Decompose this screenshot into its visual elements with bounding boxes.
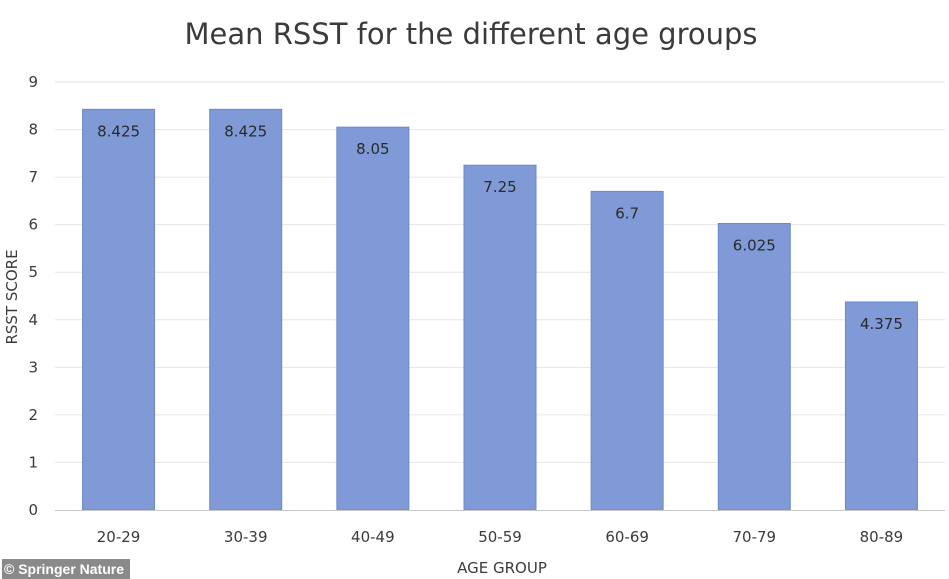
x-tick-label: 70-79: [732, 528, 776, 546]
x-tick-label: 80-89: [860, 528, 904, 546]
y-tick-label: 0: [28, 501, 38, 519]
x-tick-label: 60-69: [605, 528, 649, 546]
chart-title: Mean RSST for the different age groups: [185, 17, 758, 51]
y-tick-label: 1: [28, 453, 38, 471]
bar-value-label: 7.25: [483, 178, 516, 196]
y-tick-label: 5: [28, 263, 38, 281]
bar: [82, 108, 156, 511]
bar-value-label: 4.375: [860, 315, 903, 333]
x-axis-ticks: 20-29 30-39 40-49 50-59 60-69 70-79 80-89: [97, 528, 903, 546]
y-tick-label: 4: [28, 311, 38, 329]
y-tick-label: 8: [28, 121, 38, 139]
x-tick-label: 40-49: [351, 528, 395, 546]
x-tick-label: 50-59: [478, 528, 522, 546]
y-axis-ticks: 0 1 2 3 4 5 6 7 8 9: [28, 73, 38, 519]
bar-value-label: 8.05: [356, 140, 389, 158]
y-tick-label: 6: [28, 216, 38, 234]
bar: [463, 164, 537, 511]
bar-value-label: 8.425: [97, 122, 140, 140]
bar-value-label: 6.025: [733, 236, 776, 254]
bar: [336, 126, 410, 511]
copyright-credit: © Springer Nature: [2, 559, 131, 579]
x-tick-label: 20-29: [97, 528, 141, 546]
y-tick-label: 2: [28, 406, 38, 424]
bar: [209, 108, 283, 511]
bar-value-label: 6.7: [615, 204, 639, 222]
x-tick-label: 30-39: [224, 528, 268, 546]
bars: [82, 108, 918, 511]
bar-value-label: 8.425: [224, 122, 267, 140]
bar: [590, 190, 664, 511]
y-axis-label: RSST SCORE: [3, 249, 21, 344]
bar: [717, 222, 791, 511]
data-labels: 8.425 8.425 8.05 7.25 6.7 6.025 4.375: [97, 122, 903, 333]
bar: [844, 301, 918, 511]
x-axis-label: AGE GROUP: [457, 559, 547, 577]
y-tick-label: 7: [28, 168, 38, 186]
y-tick-label: 9: [28, 73, 38, 91]
y-tick-label: 3: [28, 358, 38, 376]
